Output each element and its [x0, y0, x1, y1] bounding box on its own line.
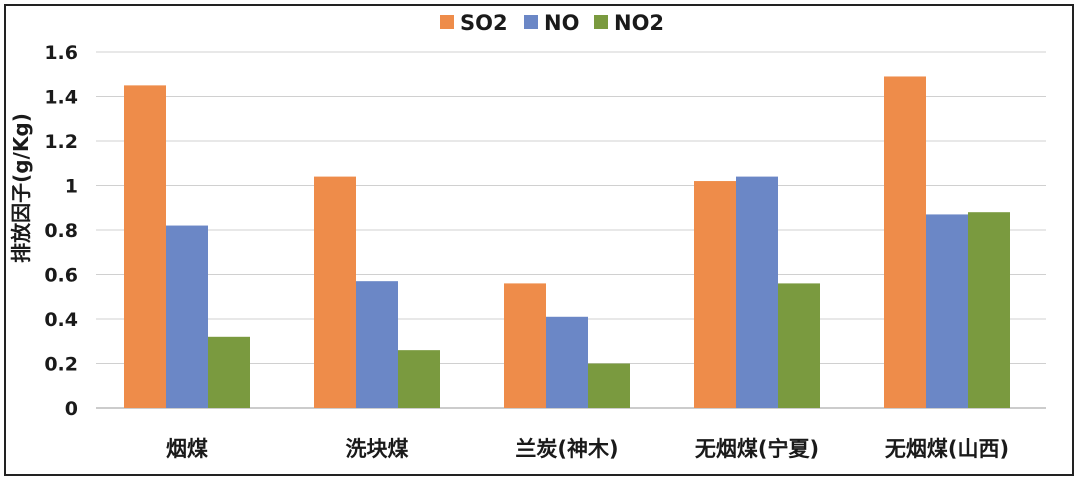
category-label: 烟煤 — [166, 437, 208, 461]
x-axis-categories: 烟煤 洗块煤 兰炭(神木) 无烟煤(宁夏) 无烟煤(山西) — [166, 437, 1009, 461]
bars — [124, 76, 1010, 408]
y-axis-ticks: 0 0.2 0.4 0.6 0.8 1 1.2 1.4 1.6 — [44, 42, 78, 420]
legend: SO2 NO NO2 — [440, 11, 664, 35]
bar-so2-3 — [504, 283, 546, 408]
bar-so2-2 — [314, 176, 356, 408]
y-tick-label: 0.6 — [44, 265, 78, 287]
y-tick-label: 0.4 — [44, 309, 78, 331]
legend-swatch-no — [524, 15, 538, 29]
bar-no2-2 — [398, 350, 440, 408]
bar-no-5 — [926, 214, 968, 408]
bar-no2-1 — [208, 336, 250, 408]
y-tick-label: 1.4 — [44, 87, 78, 109]
legend-swatch-so2 — [440, 15, 454, 29]
bar-no2-3 — [588, 363, 630, 408]
y-tick-label: 0 — [65, 398, 78, 420]
legend-label-no2: NO2 — [614, 11, 664, 35]
y-tick-label: 0.8 — [44, 220, 78, 242]
y-tick-label: 1.6 — [44, 42, 78, 64]
category-label: 无烟煤(宁夏) — [695, 437, 819, 461]
bar-no2-4 — [778, 283, 820, 408]
category-label: 兰炭(神木) — [515, 437, 618, 461]
category-label: 洗块煤 — [346, 437, 409, 461]
bar-no-2 — [356, 281, 398, 408]
bar-no-1 — [166, 225, 208, 408]
bar-so2-4 — [694, 181, 736, 408]
y-tick-label: 0.2 — [44, 354, 78, 376]
bar-no-4 — [736, 176, 778, 408]
y-tick-label: 1 — [65, 176, 78, 198]
bar-so2-5 — [884, 76, 926, 408]
bar-no2-5 — [968, 212, 1010, 408]
bar-so2-1 — [124, 85, 166, 408]
legend-label-so2: SO2 — [460, 11, 508, 35]
legend-swatch-no2 — [594, 15, 608, 29]
y-tick-label: 1.2 — [44, 131, 78, 153]
y-axis-label: 排放因子(g/Kg) — [9, 113, 33, 263]
legend-label-no: NO — [544, 11, 579, 35]
category-label: 无烟煤(山西) — [885, 437, 1009, 461]
bar-no-3 — [546, 316, 588, 408]
